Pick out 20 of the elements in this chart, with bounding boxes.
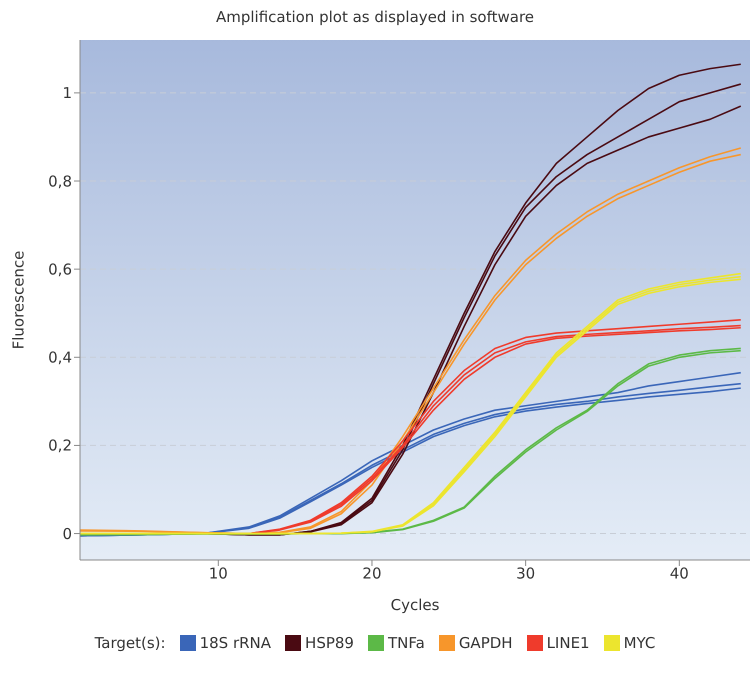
- legend-label: 18S rRNA: [200, 634, 272, 652]
- legend-label: HSP89: [305, 634, 354, 652]
- x-tick-label: 10: [208, 564, 228, 583]
- legend-title: Target(s):: [94, 634, 166, 652]
- y-tick-label: 0,2: [48, 436, 72, 455]
- y-axis-title: Fluorescence: [9, 250, 28, 350]
- x-tick-label: 30: [516, 564, 536, 583]
- legend-label: MYC: [624, 634, 656, 652]
- legend-label: LINE1: [546, 634, 590, 652]
- y-tick-label: 1: [62, 84, 72, 102]
- y-tick-label: 0,4: [48, 348, 72, 367]
- x-axis-title: Cycles: [390, 596, 440, 614]
- y-tick-label: 0,6: [48, 260, 72, 278]
- legend-label: TNFa: [388, 634, 425, 652]
- y-tick-label: 0: [62, 524, 72, 543]
- legend-label: GAPDH: [458, 634, 513, 652]
- x-tick-label: 40: [670, 564, 689, 583]
- chart-title: Amplification plot as displayed in software: [214, 8, 536, 26]
- x-tick-label: 20: [362, 564, 382, 583]
- y-tick-label: 0,8: [48, 172, 72, 190]
